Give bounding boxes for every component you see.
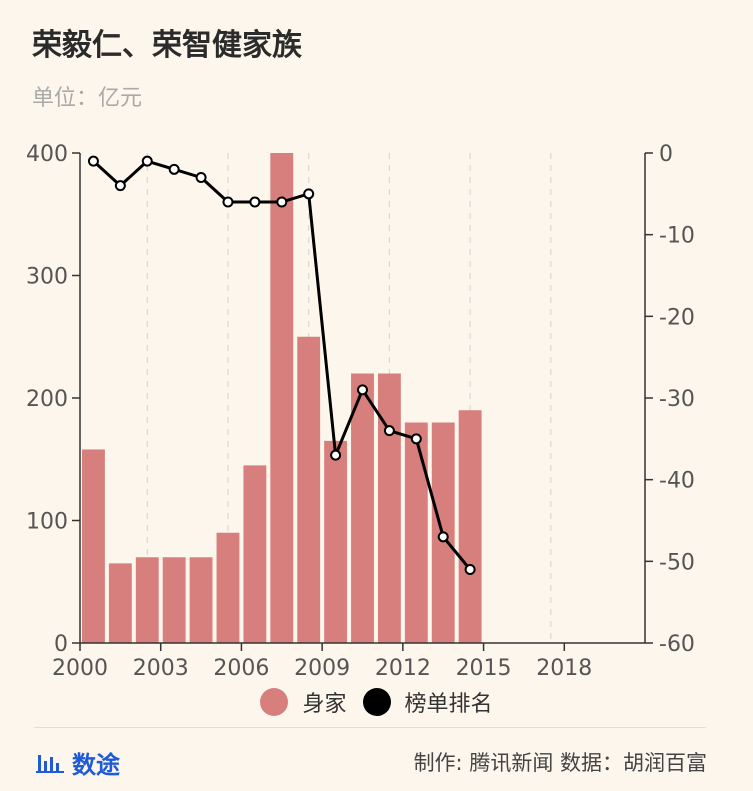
bar — [82, 449, 105, 643]
bar — [135, 557, 159, 643]
y-tick-label-left: 0 — [54, 632, 68, 657]
bar — [270, 153, 294, 643]
bar — [377, 373, 401, 643]
y-tick-label-right: -10 — [659, 224, 695, 249]
legend-item-bar[interactable]: 身家 — [260, 686, 347, 718]
legend: 身家 榜单排名 — [0, 686, 753, 718]
bar-chart-icon — [36, 754, 64, 773]
y-tick-label-left: 100 — [26, 510, 68, 535]
rank-point — [222, 196, 234, 208]
y-tick-label-left: 200 — [26, 387, 68, 412]
x-tick-label: 2012 — [375, 656, 431, 680]
bar — [297, 336, 321, 643]
rank-point — [410, 433, 422, 445]
x-tick-label: 2006 — [213, 656, 269, 680]
legend-item-line[interactable]: 榜单排名 — [362, 686, 493, 718]
y-tick-label-right: -50 — [659, 550, 695, 575]
rank-point — [357, 384, 368, 396]
y-tick-label-right: -40 — [659, 469, 695, 494]
rank-point — [303, 188, 315, 200]
brand-logo: 数途 — [36, 745, 120, 780]
y-tick-label-right: -30 — [659, 387, 695, 412]
rank-point — [168, 163, 180, 175]
rank-point — [464, 564, 476, 575]
legend-label-bar: 身家 — [302, 692, 347, 717]
rank-point — [141, 155, 153, 167]
x-tick-label: 2009 — [294, 656, 350, 680]
rank-point — [383, 425, 395, 437]
rank-point — [87, 155, 99, 167]
legend-swatch-bar — [260, 688, 289, 716]
bar — [216, 532, 240, 643]
y-tick-label-left: 300 — [26, 265, 68, 290]
rank-point — [437, 531, 449, 543]
bar — [351, 373, 374, 643]
footer-credit: 制作: 腾讯新闻 数据：胡润百富 — [413, 751, 707, 775]
legend-swatch-line — [362, 688, 391, 716]
x-tick-label: 2015 — [456, 656, 512, 680]
rank-point — [114, 180, 126, 192]
rank-point — [276, 196, 288, 208]
y-tick-label-right: -20 — [659, 305, 695, 330]
rank-point — [249, 196, 261, 208]
x-tick-label: 2003 — [133, 656, 189, 680]
x-tick-label: 2018 — [536, 656, 592, 680]
legend-label-line: 榜单排名 — [404, 692, 493, 717]
bar — [324, 440, 348, 643]
brand-name: 数途 — [72, 751, 120, 779]
x-tick-label: 2000 — [52, 656, 108, 680]
rank-point — [330, 449, 342, 461]
bar — [162, 557, 186, 643]
chart: 0 100 200 300 400 0 -10 -20 -30 -40 -50 -60 2000 2003… — [26, 142, 695, 680]
y-tick-label-left: 400 — [26, 142, 68, 167]
footer-divider — [34, 727, 706, 728]
chart-title: 荣毅仁、荣智健家族 — [32, 28, 302, 63]
chart-subtitle: 单位：亿元 — [32, 86, 143, 111]
bar — [458, 410, 482, 643]
y-tick-label-right: 0 — [659, 142, 673, 167]
bar — [108, 563, 132, 643]
bar — [243, 465, 267, 643]
y-tick-label-right: -60 — [659, 632, 695, 657]
bar — [404, 422, 428, 643]
rank-point — [195, 172, 207, 183]
bar — [189, 557, 213, 643]
